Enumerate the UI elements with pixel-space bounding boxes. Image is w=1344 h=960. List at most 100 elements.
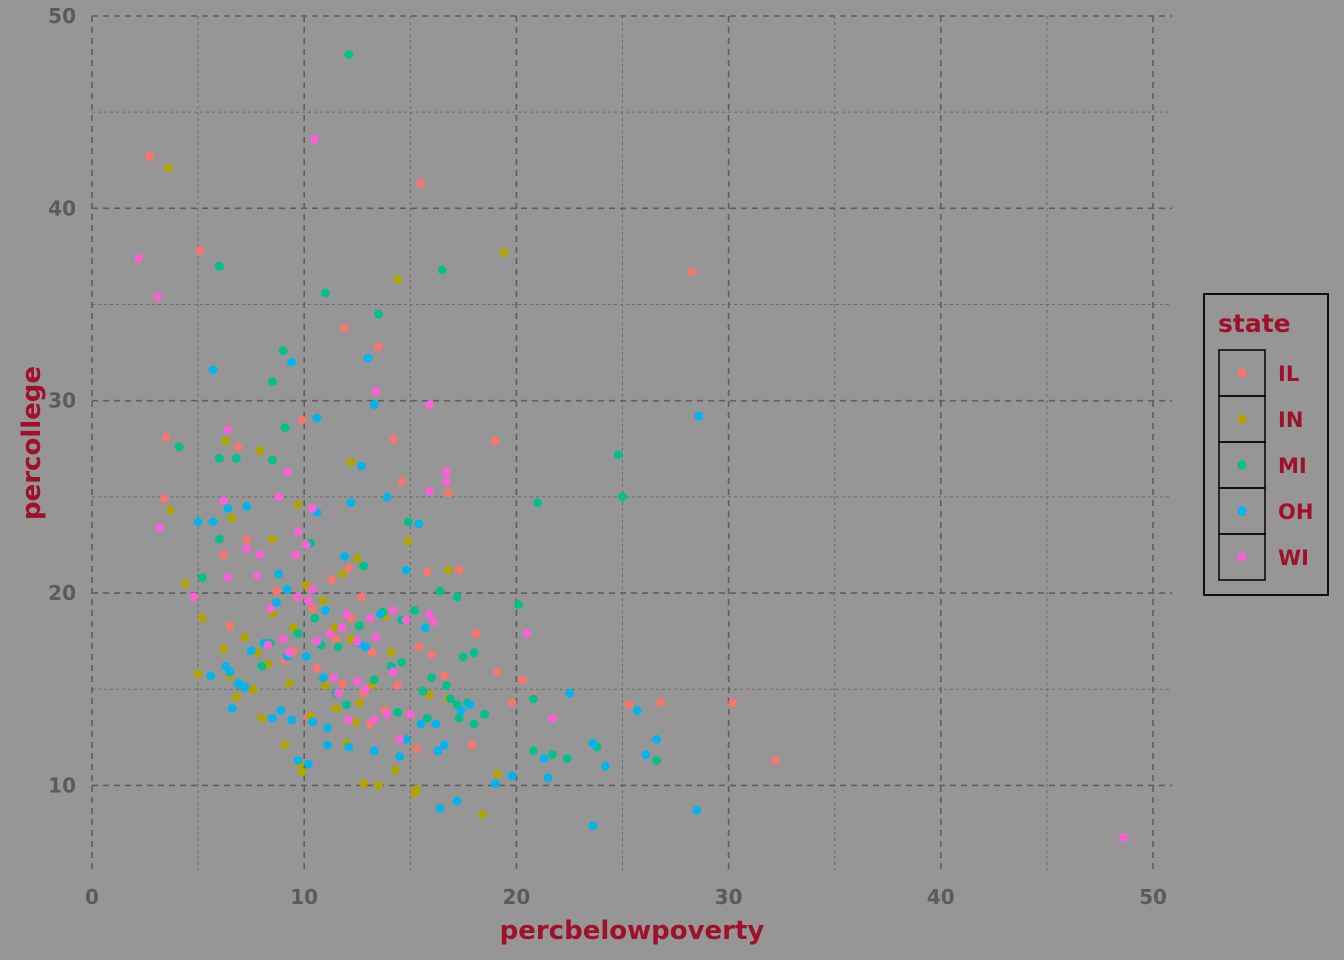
grid-lines [91, 15, 1172, 872]
x-tick-label: 50 [1139, 885, 1167, 909]
point-il [454, 565, 464, 575]
legend-label-il: IL [1278, 362, 1299, 386]
point-wi [274, 492, 284, 502]
point-in [268, 534, 277, 544]
legend-title: state [1218, 309, 1291, 338]
point-il [272, 586, 281, 596]
point-in [393, 275, 402, 284]
point-mi [403, 517, 413, 527]
point-mi [437, 265, 447, 275]
point-wi [293, 527, 303, 536]
point-wi [282, 467, 292, 477]
point-oh [346, 498, 356, 508]
y-tick-label: 20 [48, 581, 76, 605]
point-in [374, 781, 383, 790]
y-tick-label: 50 [48, 4, 76, 28]
point-wi [284, 648, 294, 658]
point-in [412, 784, 422, 794]
point-oh [633, 706, 642, 715]
point-oh [588, 738, 598, 748]
point-mi [280, 423, 290, 432]
point-in [248, 684, 258, 694]
point-il [422, 567, 432, 577]
legend-box [1203, 293, 1329, 596]
point-wi [304, 596, 313, 606]
point-il [144, 152, 154, 161]
point-oh [208, 365, 218, 375]
point-in [293, 500, 303, 509]
point-wi [308, 504, 318, 513]
y-tick-labels: 10 20 30 40 50 [48, 4, 76, 797]
point-il [656, 698, 666, 708]
point-il [344, 563, 354, 573]
point-oh [293, 756, 303, 765]
point-oh [431, 719, 441, 729]
point-mi [422, 713, 432, 723]
point-oh [601, 761, 610, 771]
point-wi [352, 677, 362, 686]
legend-swatch-mi [1237, 460, 1247, 470]
point-mi [480, 709, 489, 719]
point-mi [174, 442, 184, 452]
point-oh [543, 773, 553, 783]
point-wi [325, 629, 335, 638]
point-in [425, 690, 434, 700]
point-mi [418, 686, 428, 696]
point-oh [227, 704, 237, 713]
point-oh [435, 804, 445, 813]
legend-items: IL IN MI OH WI [1218, 349, 1313, 581]
point-wi [189, 592, 199, 602]
point-oh [420, 623, 430, 633]
legend-label-wi: WI [1278, 546, 1309, 570]
point-wi [223, 573, 233, 583]
point-oh [694, 411, 704, 421]
point-oh [344, 742, 354, 752]
point-il [388, 434, 398, 444]
point-wi [548, 713, 557, 723]
point-wi [522, 629, 532, 638]
point-oh [246, 646, 256, 656]
point-il [397, 477, 407, 486]
point-wi [352, 636, 362, 646]
point-oh [416, 719, 426, 729]
point-oh [287, 357, 296, 367]
point-oh [376, 609, 385, 619]
point-wi [293, 592, 303, 602]
point-in [338, 569, 347, 579]
point-wi [291, 550, 301, 559]
point-oh [321, 606, 330, 615]
point-in [321, 681, 330, 690]
point-oh [312, 413, 322, 423]
point-oh [274, 569, 284, 579]
point-wi [382, 709, 392, 719]
point-oh [318, 673, 328, 683]
point-wi [425, 609, 434, 619]
point-mi [369, 675, 379, 684]
point-mi [214, 454, 224, 463]
point-mi [469, 648, 479, 658]
point-wi [329, 673, 339, 683]
point-oh [323, 723, 332, 733]
point-mi [374, 309, 383, 319]
point-mi [618, 492, 627, 502]
legend-label-in: IN [1278, 408, 1303, 432]
point-mi [548, 750, 557, 760]
point-mi [427, 673, 436, 683]
point-wi [425, 400, 434, 409]
point-oh [539, 754, 549, 763]
legend-swatch-wi [1237, 552, 1247, 562]
x-tick-label: 10 [290, 885, 318, 909]
point-il [367, 648, 377, 658]
point-wi [442, 477, 451, 486]
point-il [444, 488, 453, 498]
point-oh [276, 706, 286, 715]
point-in [391, 765, 400, 775]
point-oh [692, 806, 702, 815]
point-in [240, 632, 250, 642]
point-oh [268, 713, 277, 723]
point-in [280, 740, 290, 750]
point-il [770, 756, 780, 765]
point-oh [652, 734, 661, 744]
point-oh [641, 750, 651, 760]
